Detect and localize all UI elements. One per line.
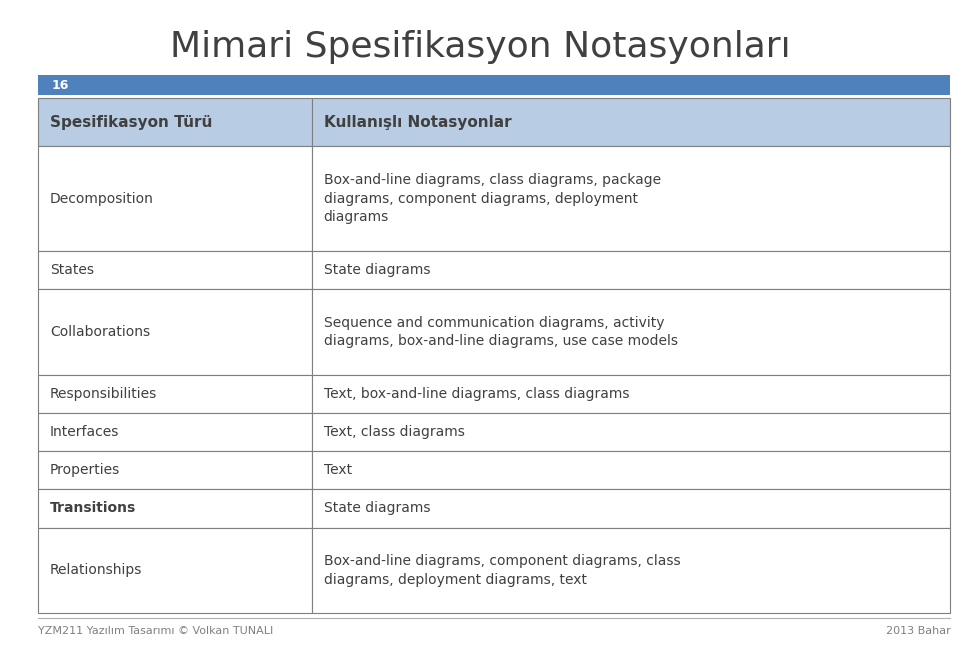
FancyBboxPatch shape [312,289,950,375]
FancyBboxPatch shape [38,375,312,413]
Text: Responsibilities: Responsibilities [50,387,157,401]
Text: Text: Text [324,463,351,478]
Text: Text, class diagrams: Text, class diagrams [324,425,465,439]
Text: Transitions: Transitions [50,501,136,516]
FancyBboxPatch shape [312,489,950,527]
FancyBboxPatch shape [38,75,950,95]
FancyBboxPatch shape [38,527,312,613]
FancyBboxPatch shape [312,98,950,146]
Text: Box-and-line diagrams, class diagrams, package
diagrams, component diagrams, dep: Box-and-line diagrams, class diagrams, p… [324,173,660,224]
Text: States: States [50,263,94,277]
Text: Properties: Properties [50,463,120,478]
Text: 16: 16 [51,79,69,92]
Text: Relationships: Relationships [50,564,142,577]
Text: Sequence and communication diagrams, activity
diagrams, box-and-line diagrams, u: Sequence and communication diagrams, act… [324,316,678,348]
FancyBboxPatch shape [38,251,312,289]
Text: Mimari Spesifikasyon Notasyonları: Mimari Spesifikasyon Notasyonları [170,30,790,64]
FancyBboxPatch shape [38,75,82,95]
FancyBboxPatch shape [38,98,312,146]
FancyBboxPatch shape [312,146,950,251]
FancyBboxPatch shape [312,527,950,613]
FancyBboxPatch shape [312,251,950,289]
Text: Spesifikasyon Türü: Spesifikasyon Türü [50,115,212,130]
FancyBboxPatch shape [312,413,950,451]
Text: Text, box-and-line diagrams, class diagrams: Text, box-and-line diagrams, class diagr… [324,387,629,401]
Text: 2013 Bahar: 2013 Bahar [886,626,950,636]
Text: YZM211 Yazılım Tasarımı © Volkan TUNALI: YZM211 Yazılım Tasarımı © Volkan TUNALI [38,626,274,636]
Text: Decomposition: Decomposition [50,192,154,205]
FancyBboxPatch shape [38,146,312,251]
FancyBboxPatch shape [312,375,950,413]
Text: State diagrams: State diagrams [324,501,430,516]
FancyBboxPatch shape [312,451,950,489]
FancyBboxPatch shape [38,289,312,375]
Text: Box-and-line diagrams, component diagrams, class
diagrams, deployment diagrams, : Box-and-line diagrams, component diagram… [324,554,680,586]
FancyBboxPatch shape [38,413,312,451]
Text: State diagrams: State diagrams [324,263,430,277]
FancyBboxPatch shape [38,451,312,489]
Text: Collaborations: Collaborations [50,325,150,339]
Text: Kullanışlı Notasyonlar: Kullanışlı Notasyonlar [324,115,511,130]
Text: Interfaces: Interfaces [50,425,119,439]
FancyBboxPatch shape [38,489,312,527]
